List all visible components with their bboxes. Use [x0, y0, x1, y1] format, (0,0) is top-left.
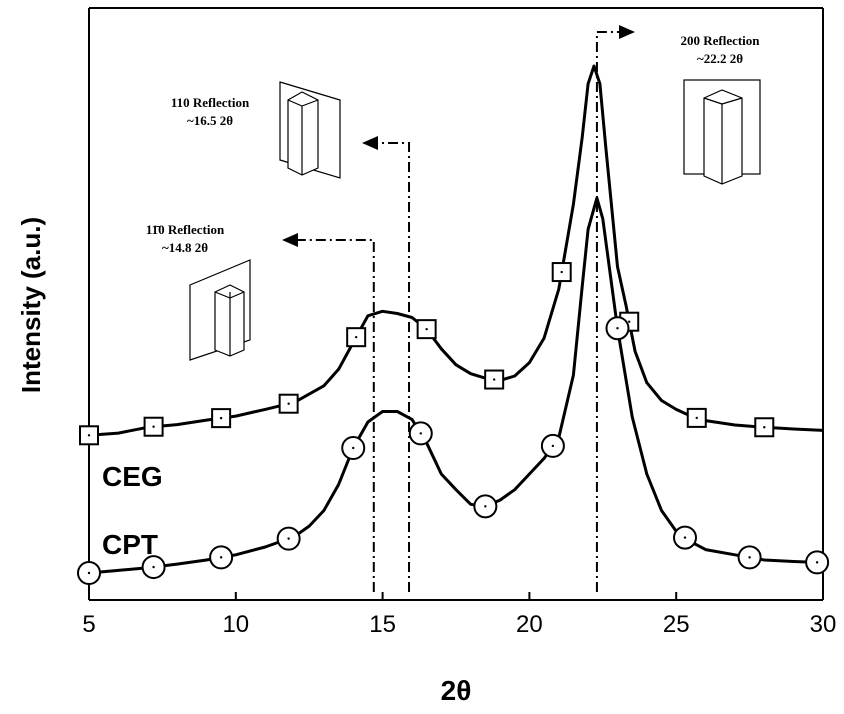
reflection-labels: 11̄0 Reflection ~14.8 2θ 110 Reflection … [146, 33, 760, 255]
marker-cpt-9-dot [683, 536, 687, 539]
x-axis-title: 2θ [441, 675, 472, 706]
marker-ceg-2-dot [219, 416, 223, 420]
refl-label-1-10-line2: ~14.8 2θ [162, 240, 208, 255]
marker-cpt-8-dot [616, 327, 619, 330]
x-tick-label-15: 15 [369, 611, 396, 638]
marker-cpt-2-dot [219, 556, 223, 559]
marker-ceg-9-dot [695, 416, 698, 420]
series-label-cpt: CPT [102, 529, 158, 560]
reference-arrow-0 [282, 233, 298, 247]
marker-ceg-1-dot [152, 425, 155, 428]
markers-layer [77, 262, 830, 585]
crystal-icon-1-10 [189, 259, 251, 361]
marker-ceg-7-dot [560, 270, 563, 274]
marker-ceg-4-dot [354, 335, 358, 339]
x-ticks: 5 10 15 20 25 30 [82, 592, 836, 638]
x-tick-label-10: 10 [222, 611, 249, 638]
marker-ceg-5-dot [425, 327, 428, 331]
x-tick-label-30: 30 [810, 611, 837, 638]
reference-arrow-2 [619, 25, 635, 39]
y-axis-title: Intensity (a.u.) [16, 217, 46, 393]
marker-cpt-3-dot [287, 537, 290, 540]
refl-label-110-line1: 110 Reflection [171, 95, 250, 110]
reference-lines [282, 25, 635, 592]
reference-line-2 [595, 31, 625, 592]
marker-ceg-0-dot [87, 434, 91, 437]
marker-ceg-6-dot [492, 378, 496, 381]
crystal-icon-200 [683, 79, 761, 185]
refl-label-200-line1: 200 Reflection [680, 33, 760, 48]
series-label-ceg: CEG [102, 461, 163, 492]
marker-cpt-1-dot [152, 565, 155, 569]
crystal-icon-110 [279, 81, 341, 179]
marker-cpt-11-dot [815, 561, 819, 564]
marker-cpt-7-dot [551, 444, 555, 448]
marker-cpt-10-dot [748, 556, 751, 559]
x-tick-label-25: 25 [663, 611, 690, 638]
refl-label-200-line2: ~22.2 2θ [697, 51, 743, 66]
marker-cpt-5-dot [419, 432, 422, 435]
reference-line-0 [292, 239, 375, 592]
reference-arrow-1 [362, 136, 378, 150]
marker-cpt-0-dot [87, 571, 91, 575]
x-tick-label-5: 5 [82, 611, 95, 638]
marker-ceg-10-dot [763, 426, 766, 429]
marker-ceg-3-dot [287, 402, 290, 405]
marker-cpt-6-dot [484, 505, 487, 508]
reference-line-1 [372, 142, 411, 592]
marker-cpt-4-dot [352, 446, 355, 450]
plot-area [88, 7, 824, 601]
x-tick-label-20: 20 [516, 611, 543, 638]
crystal-illustrations [189, 79, 761, 361]
marker-ceg-8-dot [628, 320, 631, 323]
refl-label-1-10-line1: 11̄0 Reflection [146, 222, 225, 237]
refl-label-110-line2: ~16.5 2θ [187, 113, 233, 128]
